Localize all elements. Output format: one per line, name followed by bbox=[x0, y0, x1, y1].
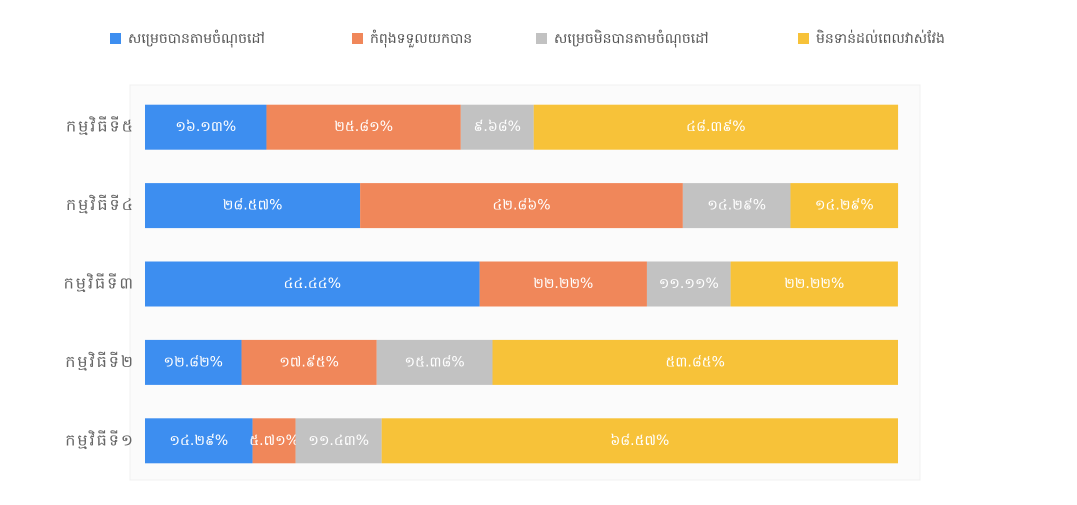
data-label: ១២.៨២% bbox=[164, 354, 223, 370]
bar-segment bbox=[252, 418, 296, 464]
bar-segment bbox=[145, 339, 242, 385]
bar-segment bbox=[266, 104, 461, 150]
legend-label: សម្រេចមិនបានតាមចំណុចដៅ bbox=[554, 29, 709, 48]
data-label: ៤៨.៣៩% bbox=[686, 119, 745, 135]
bar-segment bbox=[492, 339, 898, 385]
legend-swatch bbox=[110, 33, 121, 44]
y-tick-label: កម្មវិធីទី២ bbox=[65, 351, 135, 371]
legend-swatch bbox=[352, 33, 363, 44]
legend-label: មិនទាន់ដល់ពេលវាស់វែង bbox=[816, 29, 945, 47]
data-label: ១១.១១% bbox=[659, 276, 719, 292]
bar-segment bbox=[479, 261, 647, 307]
bar-segment bbox=[790, 183, 899, 229]
y-tick-label: កម្មវិធីទី៤ bbox=[66, 194, 135, 214]
data-label: ៥៣.៨៥% bbox=[666, 354, 725, 370]
data-label: ២៥.៨១% bbox=[334, 119, 393, 135]
bar-segment bbox=[646, 261, 731, 307]
data-label: ៤២.៨៦% bbox=[492, 198, 550, 214]
data-label: ១៤.២៩% bbox=[815, 198, 874, 214]
y-tick-label: កម្មវិធីទី៣ bbox=[64, 273, 135, 293]
legend-swatch bbox=[798, 33, 809, 44]
bar-segment bbox=[295, 418, 382, 464]
bar-segment bbox=[730, 261, 898, 307]
bar-segment bbox=[145, 104, 267, 150]
bar-segment bbox=[145, 261, 480, 307]
data-label: ២២.២២% bbox=[784, 276, 844, 292]
bar-segment bbox=[460, 104, 534, 150]
bar-segment bbox=[682, 183, 791, 229]
data-label: ១៤.២៩% bbox=[707, 198, 766, 214]
bar-segment bbox=[145, 183, 361, 229]
data-label: ២២.២២% bbox=[533, 276, 593, 292]
data-label: ៩.៦៨% bbox=[474, 119, 522, 135]
legend-swatch bbox=[536, 33, 547, 44]
bar-segment bbox=[241, 339, 377, 385]
y-tick-label: កម្មវិធីទី៥ bbox=[66, 116, 135, 136]
bar-segment bbox=[381, 418, 898, 464]
data-label: ១៧.៩៥% bbox=[279, 354, 339, 370]
data-label: ៥.៧១% bbox=[249, 433, 299, 449]
bar-segment bbox=[360, 183, 683, 229]
data-label: ៤៤.៤៤% bbox=[284, 276, 341, 292]
data-label: ១៦.១៣% bbox=[175, 119, 236, 135]
data-label: ១៥.៣៨% bbox=[405, 354, 465, 370]
bar-segment bbox=[533, 104, 899, 150]
bar-segment bbox=[145, 418, 253, 464]
legend-label: កំពុងទទួលយកបាន bbox=[370, 29, 472, 48]
data-label: ១៤.២៩% bbox=[169, 433, 228, 449]
bar-segment bbox=[376, 339, 493, 385]
data-label: ២៨.៥៧% bbox=[223, 198, 283, 214]
y-tick-label: កម្មវិធីទី១ bbox=[65, 429, 135, 449]
legend-label: សម្រេចបានតាមចំណុចដៅ bbox=[128, 29, 265, 48]
data-label: ៦៨.៥៧% bbox=[610, 433, 669, 449]
data-label: ១១.៤៣% bbox=[308, 433, 369, 449]
